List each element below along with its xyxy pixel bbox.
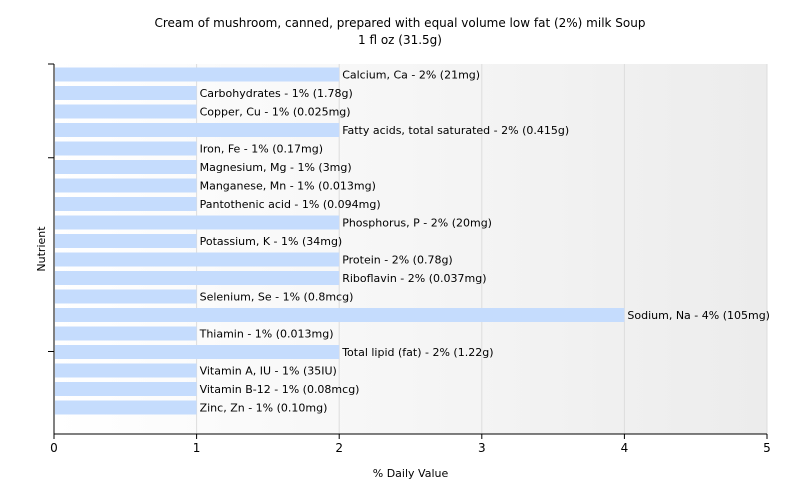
bar — [55, 197, 197, 211]
bar — [55, 160, 197, 174]
bar — [55, 86, 197, 100]
bar — [55, 382, 197, 396]
bar-label: Zinc, Zn - 1% (0.10mg) — [200, 402, 328, 415]
chart-title: Cream of mushroom, canned, prepared with… — [155, 16, 646, 30]
bar — [55, 363, 197, 378]
bar-label: Riboflavin - 2% (0.037mg) — [342, 272, 486, 285]
bar — [55, 308, 625, 322]
chart-subtitle: 1 fl oz (31.5g) — [358, 33, 442, 47]
bar-label: Sodium, Na - 4% (105mg) — [627, 309, 770, 322]
bar-label: Carbohydrates - 1% (1.78g) — [200, 87, 353, 100]
bar-label: Vitamin A, IU - 1% (35IU) — [200, 365, 337, 378]
bar — [55, 326, 197, 341]
bar — [55, 271, 340, 285]
bar-label: Iron, Fe - 1% (0.17mg) — [200, 143, 323, 156]
bar — [55, 178, 197, 193]
plot-background — [54, 64, 767, 434]
bar-label: Pantothenic acid - 1% (0.094mg) — [200, 198, 381, 211]
x-tick-label: 3 — [478, 441, 486, 455]
axes — [48, 63, 767, 435]
bar — [55, 104, 197, 119]
bar — [55, 289, 197, 304]
bar-label: Selenium, Se - 1% (0.8mcg) — [200, 291, 354, 304]
bar-label: Copper, Cu - 1% (0.025mg) — [200, 106, 351, 119]
bar-label: Potassium, K - 1% (34mg) — [200, 235, 343, 248]
bar — [55, 123, 340, 137]
bar-label: Thiamin - 1% (0.013mg) — [199, 328, 334, 341]
bar-labels: Calcium, Ca - 2% (21mg) Carbohydrates - 1… — [199, 69, 770, 415]
bar-label: Magnesium, Mg - 1% (3mg) — [200, 161, 352, 174]
bar — [55, 67, 340, 82]
x-tick-label: 1 — [193, 441, 201, 455]
bar-label: Calcium, Ca - 2% (21mg) — [342, 69, 480, 82]
bar — [55, 345, 340, 359]
x-tick-label: 0 — [50, 441, 58, 455]
bar-label: Total lipid (fat) - 2% (1.22g) — [341, 346, 493, 359]
x-ticks: 0 1 2 3 4 5 — [50, 434, 771, 455]
bar — [55, 141, 197, 156]
bars — [55, 67, 625, 415]
bar — [55, 234, 197, 248]
x-axis-label: % Daily Value — [373, 467, 449, 480]
bar — [55, 252, 340, 267]
bar-label: Manganese, Mn - 1% (0.013mg) — [200, 180, 376, 193]
bar-label: Phosphorus, P - 2% (20mg) — [342, 217, 492, 230]
x-tick-label: 2 — [335, 441, 343, 455]
y-axis-label: Nutrient — [35, 226, 48, 272]
bar — [55, 215, 340, 230]
x-tick-label: 5 — [763, 441, 771, 455]
bar-label: Fatty acids, total saturated - 2% (0.415… — [342, 124, 569, 137]
x-tick-label: 4 — [621, 441, 629, 455]
bar-label: Protein - 2% (0.78g) — [342, 254, 453, 267]
bar — [55, 400, 197, 415]
bar-label: Vitamin B-12 - 1% (0.08mcg) — [200, 383, 360, 396]
